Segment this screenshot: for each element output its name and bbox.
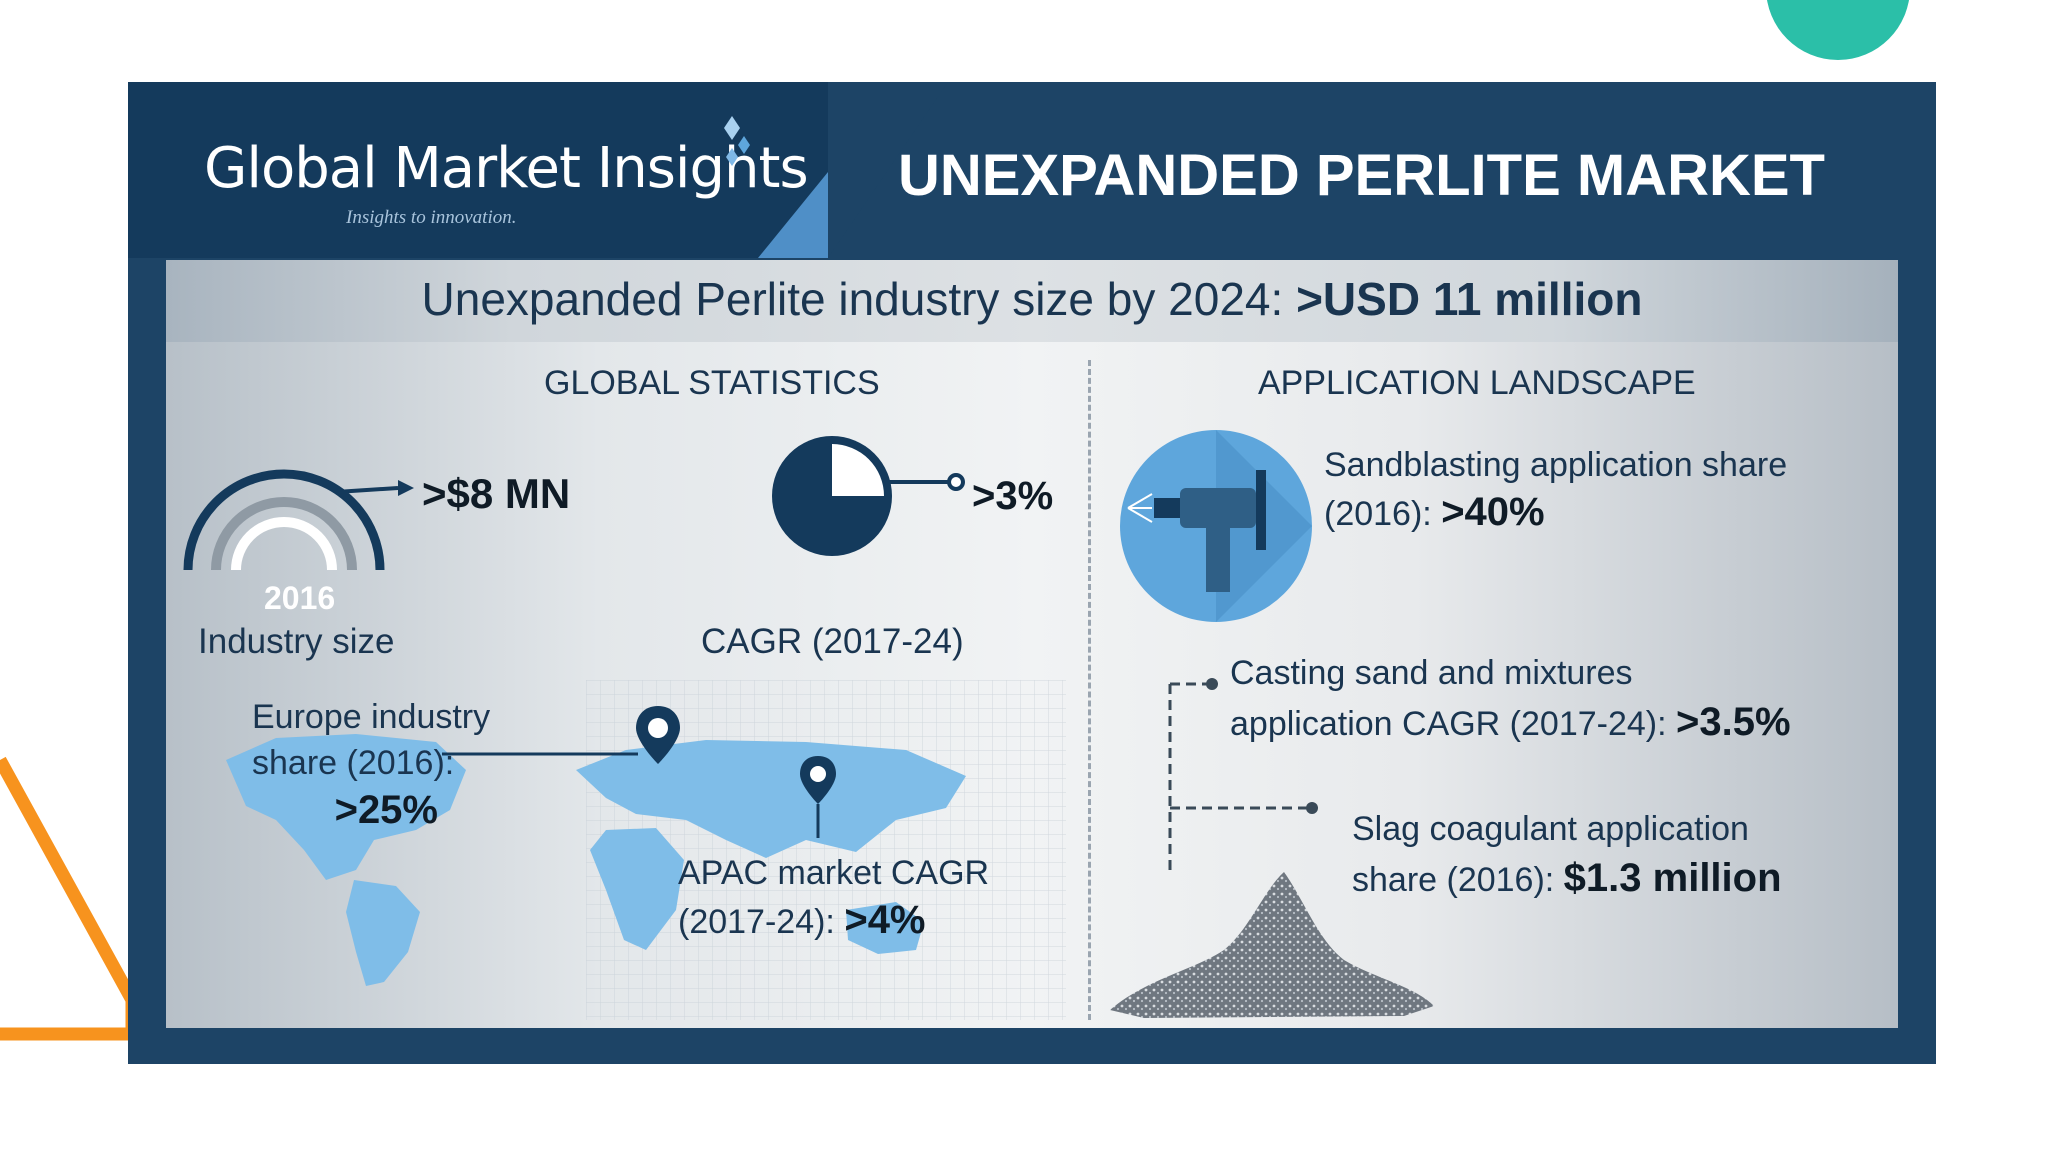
cagr-label: CAGR (2017-24) [701,622,964,661]
europe-line2: share (2016): [252,744,455,782]
global-statistics-title: GLOBAL STATISTICS [544,364,880,402]
slag-line2-wrap: share (2016): $1.3 million [1352,856,1782,901]
casting-line2: application CAGR (2017-24): [1230,705,1677,743]
apac-line2-wrap: (2017-24): >4% [678,898,926,943]
content-panel: Unexpanded Perlite industry size by 2024… [166,260,1898,1028]
location-pin-icon [636,706,680,764]
headline: Unexpanded Perlite industry size by 2024… [166,272,1898,326]
sandblasting-value: >40% [1441,490,1545,534]
headline-text: Unexpanded Perlite industry size by 2024… [421,273,1297,325]
header-separator [758,82,978,258]
perlite-pile-icon [1110,872,1434,1018]
headline-value: >USD 11 million [1296,273,1643,325]
pie-clock-icon [772,436,965,556]
logo-tagline: Insights to innovation. [346,207,517,228]
headline-band [166,260,1898,342]
cagr-value: >3% [972,474,1054,518]
application-landscape-title: APPLICATION LANDSCAPE [1258,364,1696,402]
apac-line2: (2017-24): [678,903,845,941]
industry-size-value: >$8 MN [422,470,571,517]
header-logo-area [128,82,828,258]
world-map [226,734,966,986]
location-pin-icon [800,756,836,838]
slag-line2: share (2016): [1352,861,1564,899]
europe-value: >25% [334,788,438,832]
casting-value: >3.5% [1676,700,1791,744]
apac-value: >4% [844,898,926,942]
sandblasting-line2-wrap: (2016): >40% [1324,490,1545,535]
infographic-card: Global Market Insights Insights to innov… [128,82,1936,1064]
apac-line1: APAC market CAGR [678,854,990,892]
sandblasting-line2: (2016): [1324,495,1442,533]
industry-size-label: Industry size [198,622,395,661]
logo-diamond-icon [724,116,750,166]
europe-connector-line [442,752,638,756]
logo-name: Global Market Insights [204,136,809,201]
gauge-icon [183,469,414,571]
casting-line2-wrap: application CAGR (2017-24): >3.5% [1230,700,1791,745]
connector-lines [1168,678,1318,872]
europe-line1: Europe industry [252,698,491,736]
orange-triangle-line [0,756,139,1041]
page-title: UNEXPANDED PERLITE MARKET [898,143,1825,208]
sandblasting-line1: Sandblasting application share [1324,446,1788,484]
sandblaster-icon [1120,430,1312,622]
industry-size-year: 2016 [264,580,336,616]
slag-value: $1.3 million [1563,856,1782,900]
section-divider [1088,360,1091,1020]
casting-line1: Casting sand and mixtures [1230,654,1633,692]
teal-circle [1767,0,1909,60]
slag-line1: Slag coagulant application [1352,810,1749,848]
